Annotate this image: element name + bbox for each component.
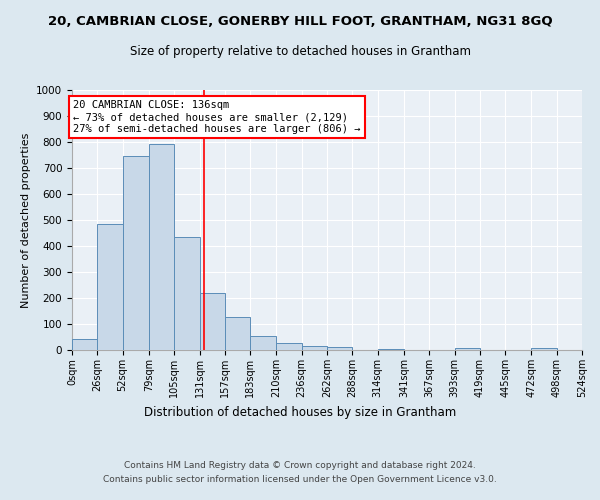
Bar [97, 224, 122, 350]
Bar [250, 336, 277, 350]
Bar [225, 317, 250, 350]
Text: Distribution of detached houses by size in Grantham: Distribution of detached houses by size … [144, 406, 456, 419]
Text: Contains HM Land Registry data © Crown copyright and database right 2024.: Contains HM Land Registry data © Crown c… [124, 460, 476, 469]
Bar [302, 346, 327, 350]
Bar [532, 348, 557, 350]
Bar [174, 237, 200, 350]
Bar [455, 348, 480, 350]
Y-axis label: Number of detached properties: Number of detached properties [20, 132, 31, 308]
Bar [377, 348, 404, 350]
Text: Size of property relative to detached houses in Grantham: Size of property relative to detached ho… [130, 45, 470, 58]
Bar [122, 156, 149, 350]
Text: 20, CAMBRIAN CLOSE, GONERBY HILL FOOT, GRANTHAM, NG31 8GQ: 20, CAMBRIAN CLOSE, GONERBY HILL FOOT, G… [47, 15, 553, 28]
Text: Contains public sector information licensed under the Open Government Licence v3: Contains public sector information licen… [103, 476, 497, 484]
Bar [72, 339, 97, 350]
Text: 20 CAMBRIAN CLOSE: 136sqm
← 73% of detached houses are smaller (2,129)
27% of se: 20 CAMBRIAN CLOSE: 136sqm ← 73% of detac… [73, 100, 361, 134]
Bar [149, 144, 174, 350]
Bar [327, 348, 352, 350]
Bar [199, 293, 225, 350]
Bar [277, 342, 302, 350]
